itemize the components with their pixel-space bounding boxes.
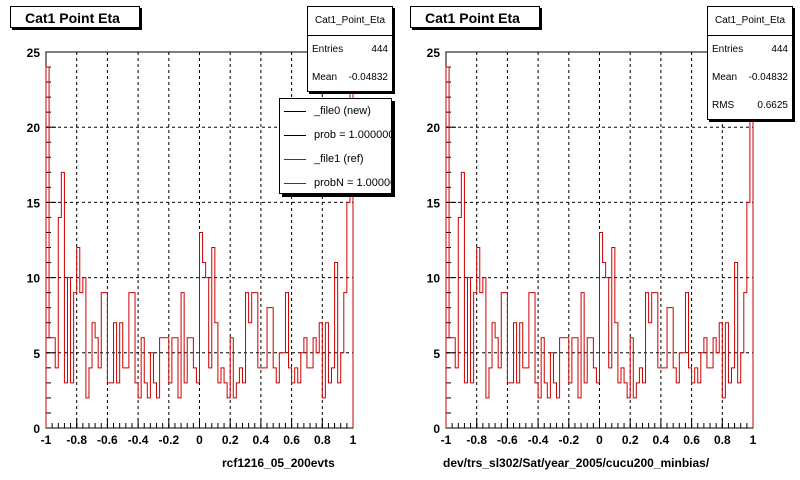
- legend-entry-probn: probN = 1.000000: [280, 171, 391, 193]
- x-tick-label: 0.4: [253, 433, 270, 447]
- x-tick-label: -1: [41, 433, 52, 447]
- x-tick-label: -0.8: [466, 433, 487, 447]
- legend-swatch: [284, 182, 306, 184]
- histogram-line: [445, 66, 754, 428]
- stats-box-left: Cat1_Point_Eta Entries 444 Mean -0.04832: [307, 6, 393, 92]
- legend-entry-file1: _file1 (ref): [280, 147, 391, 171]
- x-tick-label: 0.2: [622, 433, 639, 447]
- histogram-line: [45, 66, 354, 428]
- x-tick-label: 0: [196, 433, 203, 447]
- x-axis-label-left: rcf1216_05_200evts: [222, 456, 335, 470]
- legend-left: _file0 (new) prob = 1.000000 _file1 (ref…: [279, 98, 392, 194]
- x-tick-label: -0.6: [97, 433, 118, 447]
- x-axis-label-right: dev/trs_sl302/Sat/year_2005/cucu200_minb…: [443, 456, 710, 470]
- y-tick-label: 10: [27, 272, 41, 286]
- stats-name: Cat1_Point_Eta: [308, 7, 392, 36]
- y-tick-label: 0: [33, 422, 40, 436]
- plot-title-right: Cat1 Point Eta: [410, 6, 540, 28]
- y-tick-label: 20: [427, 121, 441, 135]
- histogram-plot-1: -1 -0.8 -0.6 -0.4 -0.2 0 0.2 0.4 0.6 0.8 105101520…: [427, 46, 757, 447]
- x-tick-label: -1: [441, 433, 452, 447]
- y-tick-label: 0: [433, 422, 440, 436]
- stats-row-entries: Entries 444: [712, 44, 788, 55]
- x-tick-label: -0.2: [558, 433, 579, 447]
- x-tick-label: 0.6: [683, 433, 700, 447]
- stats-row-entries: Entries 444: [312, 44, 388, 55]
- y-tick-label: 10: [427, 272, 441, 286]
- x-tick-label: -0.6: [497, 433, 518, 447]
- x-tick-label: 1: [750, 433, 757, 447]
- y-tick-label: 20: [27, 121, 41, 135]
- x-tick-label: -0.8: [66, 433, 87, 447]
- stats-name: Cat1_Point_Eta: [708, 7, 792, 36]
- y-tick-label: 15: [27, 196, 41, 210]
- x-tick-label: 0.8: [714, 433, 731, 447]
- stats-row-mean: Mean -0.04832: [712, 72, 788, 83]
- stats-row-rms: RMS 0.6625: [712, 100, 788, 111]
- legend-entry-file0: _file0 (new): [280, 99, 391, 123]
- legend-swatch: [284, 134, 306, 136]
- x-tick-label: 0.2: [222, 433, 239, 447]
- x-tick-label: 1: [350, 433, 357, 447]
- legend-entry-prob: prob = 1.000000: [280, 123, 391, 147]
- x-tick-label: -0.2: [158, 433, 179, 447]
- y-tick-label: 5: [433, 347, 440, 361]
- legend-swatch: [284, 110, 306, 112]
- stats-row-mean: Mean -0.04832: [312, 72, 388, 83]
- y-tick-label: 25: [27, 46, 41, 60]
- x-tick-label: -0.4: [128, 433, 149, 447]
- x-tick-label: 0: [596, 433, 603, 447]
- x-tick-label: 0.6: [283, 433, 300, 447]
- y-tick-label: 25: [427, 46, 441, 60]
- x-tick-label: -0.4: [528, 433, 549, 447]
- x-tick-label: 0.4: [653, 433, 670, 447]
- y-tick-label: 5: [33, 347, 40, 361]
- y-tick-label: 15: [427, 196, 441, 210]
- plot-title-left: Cat1 Point Eta: [10, 6, 140, 28]
- legend-swatch: [284, 158, 306, 160]
- x-tick-label: 0.8: [314, 433, 331, 447]
- stats-box-right: Cat1_Point_Eta Entries 444 Mean -0.04832 R…: [707, 6, 793, 120]
